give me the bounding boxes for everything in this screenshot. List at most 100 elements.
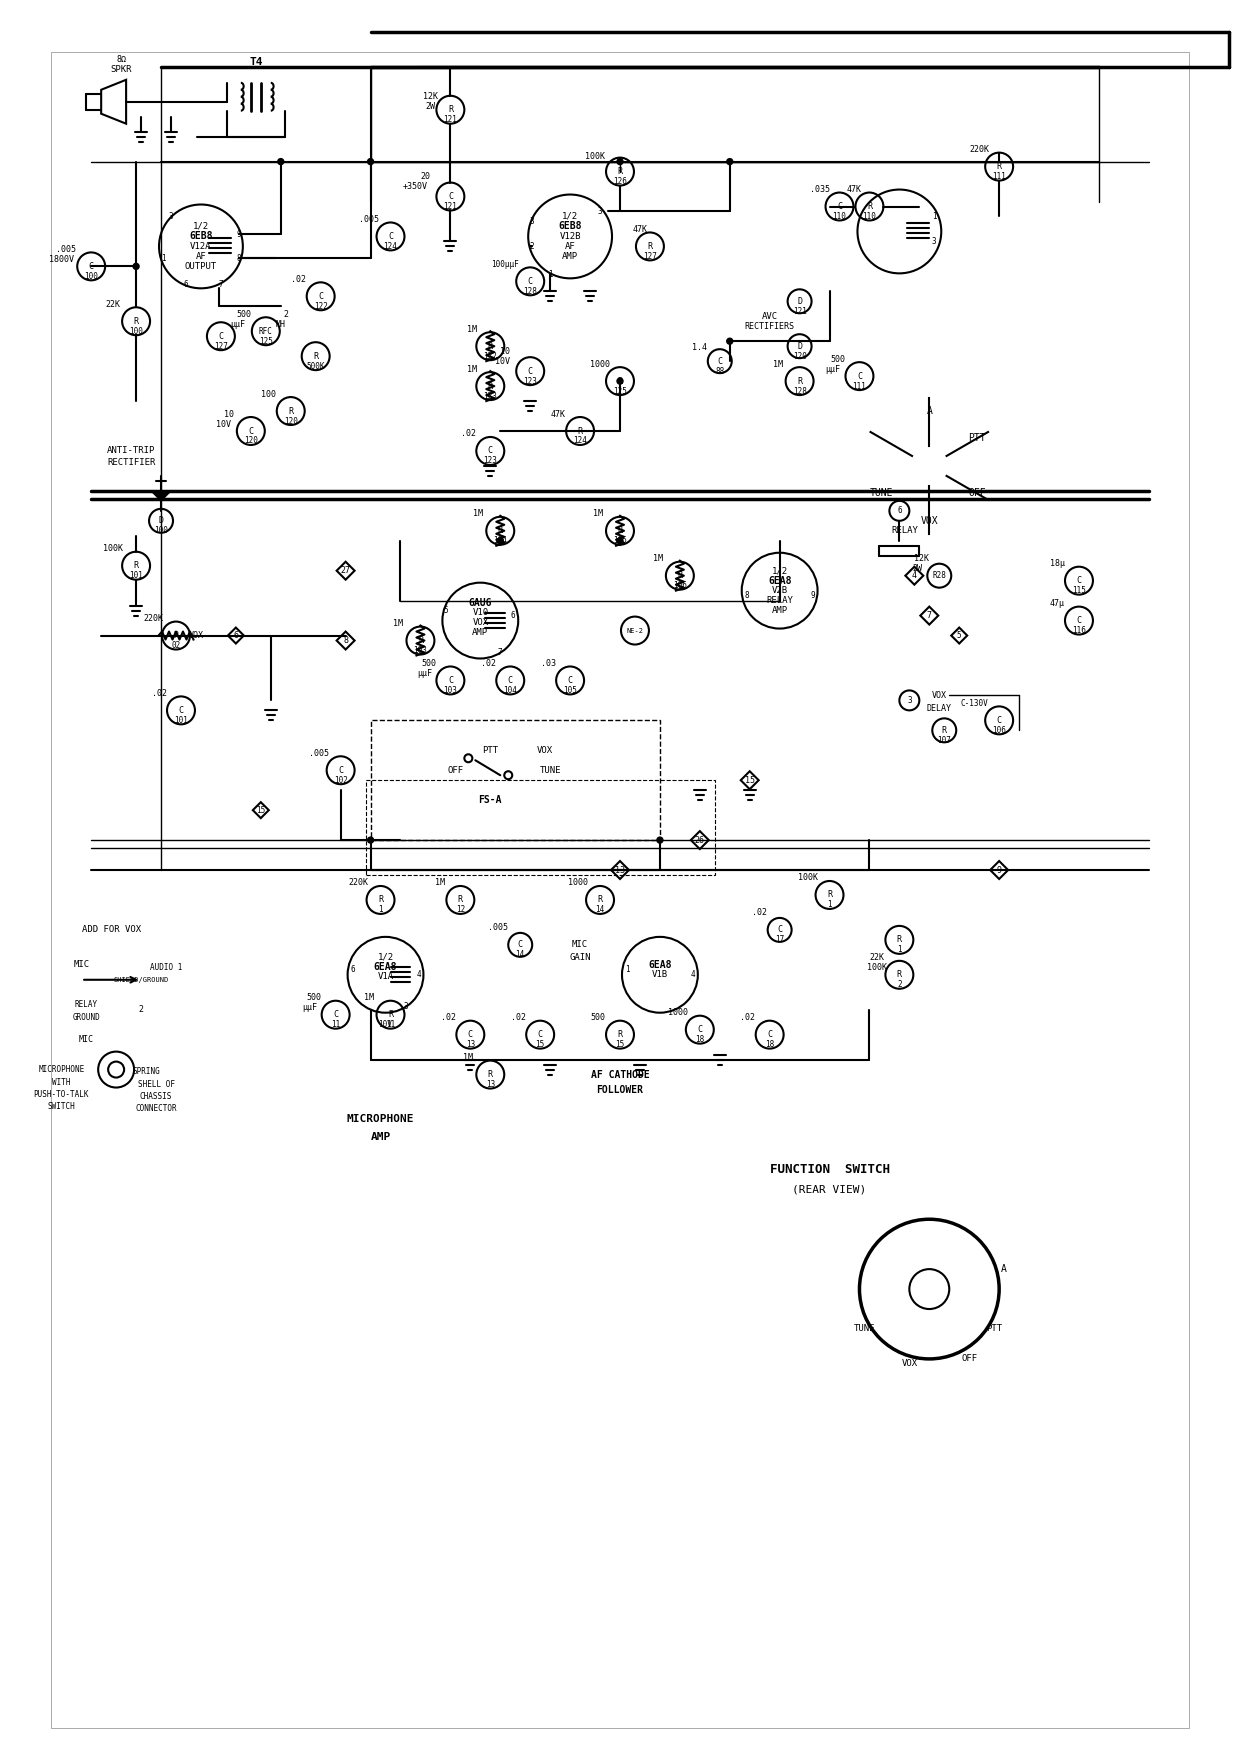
Text: 22K: 22K <box>105 300 120 309</box>
Circle shape <box>657 837 663 842</box>
Text: FUNCTION  SWITCH: FUNCTION SWITCH <box>770 1164 889 1176</box>
Text: 15: 15 <box>257 806 265 814</box>
Circle shape <box>618 537 622 544</box>
Text: 121: 121 <box>444 116 458 125</box>
Text: 1/2: 1/2 <box>771 567 787 576</box>
Text: VOX: VOX <box>901 1360 918 1369</box>
Text: 116: 116 <box>1073 627 1086 635</box>
Text: 127: 127 <box>644 253 657 261</box>
Text: 1M: 1M <box>435 879 445 888</box>
Text: 18μ: 18μ <box>1049 560 1064 569</box>
Text: TUNE: TUNE <box>853 1325 875 1334</box>
Text: C: C <box>248 426 253 435</box>
Text: 3: 3 <box>529 218 534 226</box>
Text: 110: 110 <box>832 212 847 221</box>
Text: 124: 124 <box>383 242 398 251</box>
Text: 110: 110 <box>863 212 877 221</box>
Text: 4: 4 <box>417 971 420 979</box>
Text: 3: 3 <box>906 697 911 706</box>
Text: .02: .02 <box>151 690 166 698</box>
Text: 3: 3 <box>403 1002 408 1011</box>
Text: 100K: 100K <box>868 963 888 972</box>
Text: R: R <box>288 407 293 416</box>
Text: R: R <box>647 242 652 251</box>
Text: 1: 1 <box>625 965 629 974</box>
Text: R: R <box>134 562 139 570</box>
Text: R: R <box>941 727 947 735</box>
Text: 121: 121 <box>792 307 806 316</box>
Text: R: R <box>134 316 139 326</box>
Text: C: C <box>768 1030 773 1039</box>
Text: .035: .035 <box>810 184 830 195</box>
Text: 6EB8: 6EB8 <box>190 232 213 242</box>
Text: GROUND: GROUND <box>72 1013 100 1021</box>
Text: PTT: PTT <box>986 1325 1002 1334</box>
Text: OFF: OFF <box>961 1355 977 1364</box>
Text: R: R <box>418 635 423 646</box>
Text: 2: 2 <box>897 981 901 990</box>
Circle shape <box>133 263 139 269</box>
Text: C: C <box>717 356 722 365</box>
Text: 102: 102 <box>334 776 347 784</box>
Text: 8Ω: 8Ω <box>117 56 126 65</box>
Text: AF: AF <box>196 253 206 261</box>
Text: C: C <box>448 676 453 684</box>
Text: 124: 124 <box>573 437 587 446</box>
Text: 100: 100 <box>154 526 167 535</box>
Text: C: C <box>857 372 862 381</box>
Text: 17: 17 <box>775 935 784 944</box>
Text: D: D <box>159 516 164 525</box>
Text: 26: 26 <box>694 835 704 844</box>
Text: WITH: WITH <box>52 1078 71 1086</box>
Text: 12: 12 <box>456 906 465 914</box>
Text: 8: 8 <box>744 591 749 600</box>
Text: 3: 3 <box>932 237 936 246</box>
Text: 1000: 1000 <box>568 879 588 888</box>
Text: 220K: 220K <box>970 146 990 154</box>
Text: R: R <box>827 890 832 900</box>
Text: 101: 101 <box>129 570 143 581</box>
Text: 1: 1 <box>161 254 165 263</box>
Text: V2B: V2B <box>771 586 787 595</box>
Text: 20: 20 <box>420 172 430 181</box>
Text: OFF: OFF <box>448 765 464 774</box>
Bar <box>371 720 660 841</box>
Text: VOX: VOX <box>472 618 489 627</box>
Text: R: R <box>677 570 682 581</box>
Text: 9: 9 <box>810 591 815 600</box>
Text: 1800V: 1800V <box>48 254 73 263</box>
Text: (REAR VIEW): (REAR VIEW) <box>792 1185 867 1195</box>
Text: 125: 125 <box>259 337 273 346</box>
Text: C: C <box>1076 576 1081 584</box>
Text: R: R <box>618 526 622 535</box>
Text: 1.4: 1.4 <box>692 342 707 351</box>
Text: 103: 103 <box>413 646 428 655</box>
Text: C: C <box>528 367 533 376</box>
Circle shape <box>618 377 622 384</box>
Text: R: R <box>598 895 603 904</box>
Text: 122: 122 <box>314 302 327 311</box>
Text: 127: 127 <box>215 342 228 351</box>
Text: μμF: μμF <box>303 1004 317 1013</box>
Text: 105: 105 <box>613 537 627 546</box>
Text: R: R <box>897 935 901 944</box>
Text: .02: .02 <box>753 909 768 918</box>
Text: 14: 14 <box>595 906 605 914</box>
Text: AMP: AMP <box>371 1132 391 1143</box>
Text: 47K: 47K <box>632 225 647 233</box>
Text: TUNE: TUNE <box>539 765 560 774</box>
Text: 6EA8: 6EA8 <box>768 576 791 586</box>
Text: R: R <box>314 351 319 362</box>
Text: RFC: RFC <box>259 326 273 335</box>
Text: RELAY: RELAY <box>74 1000 98 1009</box>
Text: 2: 2 <box>139 1006 144 1014</box>
Text: μμF: μμF <box>417 669 432 677</box>
Text: 100K: 100K <box>797 874 817 883</box>
Circle shape <box>367 158 373 165</box>
Text: 13: 13 <box>466 1041 475 1049</box>
Text: 1: 1 <box>548 270 553 279</box>
Text: 7: 7 <box>498 648 502 656</box>
Text: TUNE: TUNE <box>870 488 894 498</box>
Text: 6EB8: 6EB8 <box>558 221 582 232</box>
Text: R28: R28 <box>932 570 946 581</box>
